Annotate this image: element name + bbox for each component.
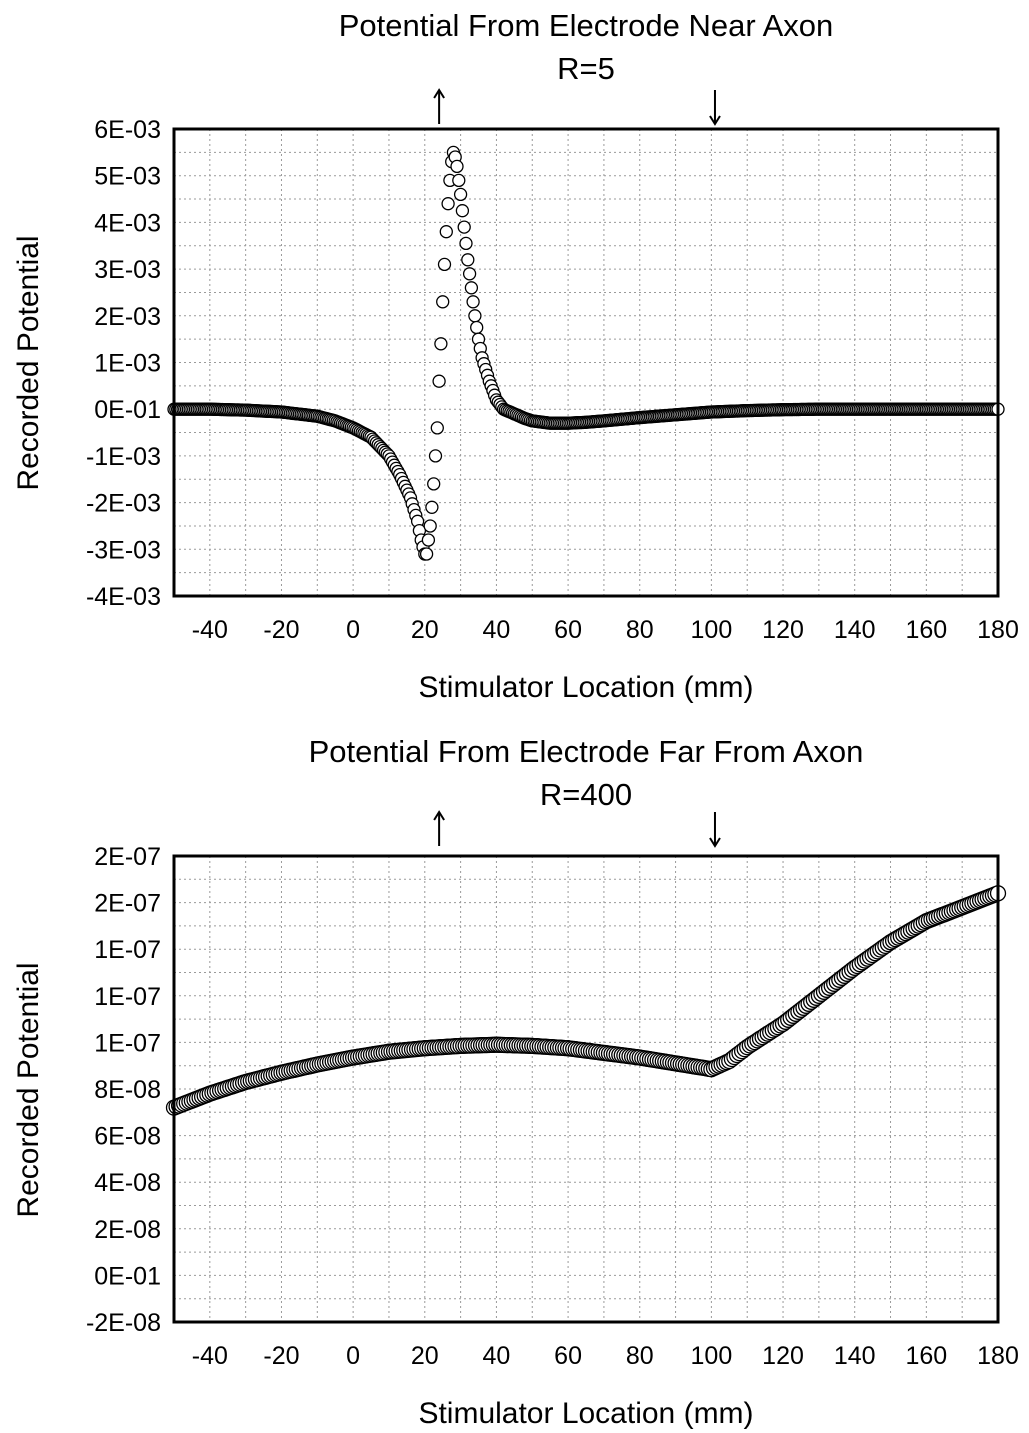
- y-tick-label: -3E-03: [86, 536, 161, 564]
- data-point: [461, 253, 475, 267]
- y-tick-label: 3E-03: [94, 256, 161, 284]
- data-point: [457, 220, 471, 234]
- x-tick-label: 160: [905, 616, 947, 644]
- x-tick-label: 100: [691, 1342, 733, 1370]
- y-tick-label: -1E-03: [86, 443, 161, 471]
- x-tick-label: 120: [762, 1342, 804, 1370]
- x-tick-label: 120: [762, 616, 804, 644]
- up-arrow-marker: [433, 88, 445, 124]
- data-point: [419, 547, 434, 561]
- x-tick-label: 140: [834, 616, 876, 644]
- y-tick-label: 1E-07: [94, 1029, 161, 1057]
- y-tick-label: 4E-08: [94, 1169, 161, 1197]
- y-tick-labels: -4E-03 -3E-03 -2E-03 -1E-03 0E-01 1E-03 2E-03 3…: [86, 116, 161, 611]
- data-point: [468, 309, 482, 323]
- x-tick-label: -20: [263, 616, 299, 644]
- y-tick-label: 2E-03: [94, 303, 161, 331]
- y-tick-label: 8E-08: [94, 1076, 161, 1104]
- chart-subtitle: R=5: [557, 51, 615, 86]
- x-axis-label: Stimulator Location (mm): [418, 671, 753, 704]
- chart-title: Potential From Electrode Far From Axon: [309, 734, 864, 769]
- data-point: [453, 187, 468, 202]
- x-tick-label: 80: [626, 616, 654, 644]
- data-point: [441, 197, 455, 211]
- y-tick-label: 5E-03: [94, 163, 161, 191]
- x-tick-label: -20: [263, 1342, 299, 1370]
- y-tick-label: 2E-07: [94, 843, 161, 871]
- x-tick-label: 60: [554, 616, 582, 644]
- data-point: [466, 295, 480, 309]
- x-tick-label: 180: [977, 616, 1019, 644]
- data-point: [439, 225, 453, 239]
- data-point: [430, 421, 444, 435]
- y-tick-label: 1E-07: [94, 936, 161, 964]
- data-point: [459, 236, 473, 251]
- y-tick-label: 2E-07: [94, 890, 161, 918]
- x-tick-label: 0: [346, 616, 360, 644]
- y-tick-label: 1E-07: [94, 983, 161, 1011]
- data-point: [470, 320, 484, 335]
- x-tick-label: 160: [905, 1342, 947, 1370]
- up-arrow-marker: [433, 810, 445, 846]
- data-point: [464, 281, 479, 295]
- down-arrow-marker: [709, 90, 721, 126]
- location-markers: [433, 810, 721, 848]
- x-tick-label: 40: [483, 1342, 511, 1370]
- chart-near-axon: Potential From Electrode Near Axon R=5 -…: [12, 8, 1019, 704]
- y-tick-label: 2E-08: [94, 1216, 161, 1244]
- y-tick-label: -2E-03: [86, 490, 161, 518]
- data-point: [437, 257, 452, 272]
- y-tick-label: 0E-01: [94, 396, 161, 424]
- y-tick-label: -4E-03: [86, 583, 161, 611]
- x-tick-label: -40: [192, 1342, 228, 1370]
- y-tick-label: 0E-01: [94, 1262, 161, 1290]
- data-points: [167, 145, 1005, 561]
- x-tick-label: 180: [977, 1342, 1019, 1370]
- x-tick-labels: -40 -20 0 20 40 60 80 100 120 140 160 180: [192, 616, 1019, 644]
- data-point: [434, 337, 448, 351]
- x-axis-label: Stimulator Location (mm): [418, 1397, 753, 1430]
- data-point: [450, 159, 464, 174]
- x-tick-label: 40: [483, 616, 511, 644]
- x-tick-label: 0: [346, 1342, 360, 1370]
- data-point: [425, 500, 439, 514]
- data-points: [165, 885, 1007, 1116]
- x-tick-labels: -40 -20 0 20 40 60 80 100 120 140 160 180: [192, 1342, 1019, 1370]
- y-tick-label: 4E-03: [94, 209, 161, 237]
- data-point: [432, 374, 446, 388]
- x-tick-label: 20: [411, 1342, 439, 1370]
- chart-title: Potential From Electrode Near Axon: [339, 8, 834, 43]
- chart-far-from-axon: Potential From Electrode Far From Axon R…: [12, 734, 1019, 1430]
- data-point: [421, 533, 436, 547]
- y-tick-label: 1E-03: [94, 350, 161, 378]
- grid: [174, 129, 998, 596]
- x-tick-label: 100: [691, 616, 733, 644]
- y-tick-label: -2E-08: [86, 1309, 161, 1337]
- down-arrow-marker: [709, 812, 721, 848]
- data-point: [436, 295, 450, 309]
- x-tick-label: 80: [626, 1342, 654, 1370]
- plot-frame: [172, 127, 1000, 598]
- data-point: [455, 204, 470, 218]
- x-tick-label: 20: [411, 616, 439, 644]
- grid: [174, 856, 998, 1322]
- y-tick-label: 6E-08: [94, 1123, 161, 1151]
- plot-frame: [172, 854, 1000, 1324]
- x-tick-label: -40: [192, 616, 228, 644]
- y-axis-label: Recorded Potential: [12, 235, 45, 490]
- y-tick-label: 6E-03: [94, 116, 161, 144]
- location-markers: [433, 88, 721, 126]
- data-point: [428, 449, 443, 463]
- x-tick-label: 140: [834, 1342, 876, 1370]
- data-point: [452, 173, 466, 188]
- chart-subtitle: R=400: [540, 777, 632, 812]
- data-point: [423, 519, 437, 533]
- x-tick-label: 60: [554, 1342, 582, 1370]
- y-axis-label: Recorded Potential: [12, 962, 45, 1217]
- data-point: [462, 267, 477, 281]
- y-tick-labels: -2E-08 0E-01 2E-08 4E-08 6E-08 8E-08 1E-07 1E-0…: [86, 843, 161, 1337]
- data-point: [427, 477, 441, 491]
